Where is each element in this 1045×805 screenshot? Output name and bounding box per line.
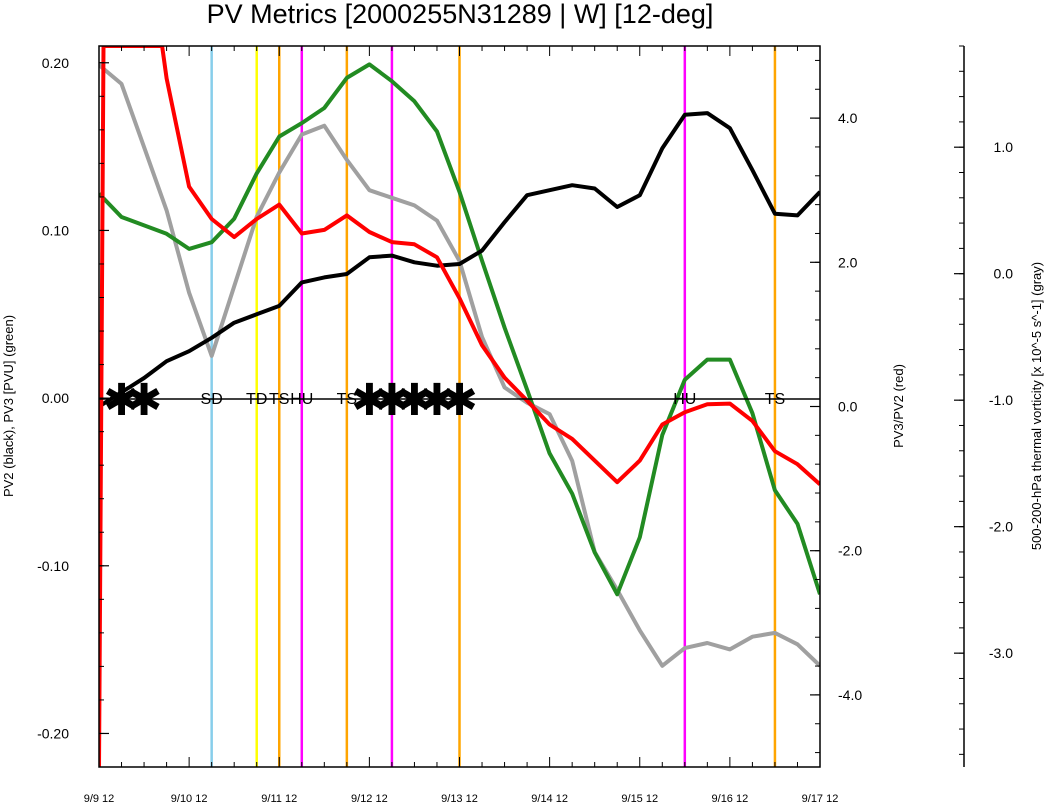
- right-tick-label: -4.0: [838, 687, 862, 703]
- stage-label-8: TS: [765, 391, 785, 408]
- stars: ✱✱ ✱✱✱✱✱: [103, 376, 478, 425]
- star-marker-1: ✱: [126, 376, 163, 425]
- x-tick-label: 9/14 12: [531, 793, 568, 805]
- star-marker-4: ✱: [396, 376, 433, 425]
- right-axis: 4.0 2.0 0.0 -2.0 -4.0: [810, 59, 862, 754]
- far-right-axis: 1.0 0.0 -1.0 -2.0 -3.0: [954, 45, 1014, 767]
- left-tick-label: 0.20: [42, 55, 69, 71]
- x-tick-label: 9/11 12: [261, 793, 297, 805]
- far-right-tick-label: -2.0: [989, 519, 1013, 535]
- left-tick-label: 0.00: [42, 390, 69, 406]
- stage-lines: [210, 46, 777, 767]
- far-right-tick-label: 0.0: [994, 266, 1014, 282]
- stage-label-2: TS: [269, 391, 289, 408]
- stage-label-3: HU: [290, 391, 313, 408]
- far-right-tick-label: -3.0: [989, 645, 1013, 661]
- left-tick-label: 0.10: [42, 222, 69, 238]
- x-tick-label: 9/13 12: [441, 793, 478, 805]
- far-right-axis-label: 500-200-hPa thermal vorticity [x 10^-5 s…: [1029, 262, 1044, 550]
- x-tick-label: 9/9 12: [84, 793, 115, 805]
- series-line-pv3-pv2: [99, 46, 820, 767]
- left-axis-label: PV2 (black), PV3 [PVU] (green): [1, 315, 16, 497]
- far-right-tick-label: -1.0: [989, 392, 1013, 408]
- left-tick-label: -0.20: [37, 725, 69, 741]
- right-tick-label: 2.0: [838, 254, 858, 270]
- x-tick-label: 9/15 12: [621, 793, 658, 805]
- star-marker-5: ✱: [419, 376, 456, 425]
- star-marker-3: ✱: [373, 376, 410, 425]
- star-marker-0: ✱: [103, 376, 140, 425]
- star-marker-2: ✱: [351, 376, 388, 425]
- stage-label-4: TS: [337, 391, 357, 408]
- left-tick-label: -0.10: [37, 558, 69, 574]
- right-axis-label: PV3/PV2 (red): [891, 364, 906, 448]
- left-axis: 0.20 0.10 0.00 -0.10 -0.20: [37, 55, 109, 768]
- x-tick-label: 9/12 12: [351, 793, 388, 805]
- x-axis: 9/9 12 9/10 12 9/11 12 9/12 12 9/13 12 9/14 1…: [84, 46, 839, 805]
- stage-labels: SD TD TS HU TS HU TS: [201, 391, 786, 408]
- x-tick-label: 9/17 12: [802, 793, 839, 805]
- star-marker-6: ✱: [441, 376, 478, 425]
- right-tick-label: 0.0: [838, 399, 858, 415]
- stage-label-1: TD: [246, 391, 267, 408]
- x-tick-label: 9/10 12: [171, 793, 208, 805]
- x-tick-label: 9/16 12: [712, 793, 749, 805]
- series-line-pv3: [99, 62, 820, 597]
- series-layer: [99, 46, 820, 767]
- far-right-tick-label: 1.0: [994, 139, 1014, 155]
- series-line-pv2: [99, 111, 820, 409]
- chart-title: PV Metrics [2000255N31289 | W] [12-deg]: [207, 0, 714, 29]
- right-tick-label: -2.0: [838, 543, 862, 559]
- stage-label-7: HU: [673, 391, 696, 408]
- right-tick-label: 4.0: [838, 110, 858, 126]
- stage-label-0: SD: [201, 391, 223, 408]
